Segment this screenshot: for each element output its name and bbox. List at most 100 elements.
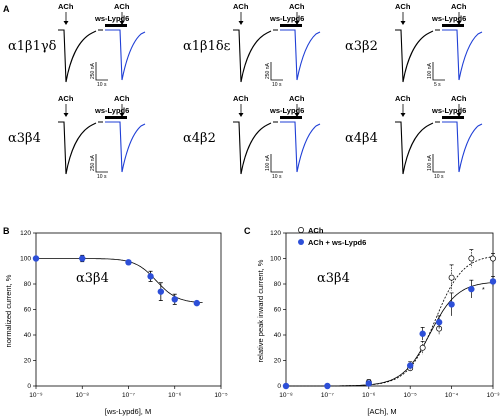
scale-current-label: 250 nA <box>90 62 96 79</box>
ach-label-1: ACh <box>58 2 74 11</box>
ach-arrowhead-1 <box>400 21 406 25</box>
chart-c-ytick-label: 60 <box>274 307 282 314</box>
chart-c-xtick-label: 10⁻⁶ <box>362 392 376 399</box>
chart-b-ylabel: normalized current, % <box>4 274 13 347</box>
ach-arrowhead-1 <box>63 113 69 117</box>
chart-c-point-lypd6 <box>324 382 331 390</box>
ach-label-2: ACh <box>114 94 130 103</box>
chart-b-xtick-label: 10⁻⁸ <box>76 392 90 399</box>
scale-current-label: 250 nA <box>90 154 96 171</box>
chart-c-point-lypd6 <box>407 362 414 369</box>
ach-label-1: ACh <box>58 94 74 103</box>
lypd6-label: ws-Lypd6 <box>94 14 129 23</box>
legend-marker-lypd6 <box>298 239 304 245</box>
chart-b-ytick-label: 40 <box>24 332 32 339</box>
scale-bar <box>432 62 445 81</box>
ach-arrowhead-1 <box>238 21 244 25</box>
scale-time-label: 10 s <box>97 174 107 180</box>
trace-control <box>395 29 434 83</box>
legend-label-lypd6: ACh + ws-Lypd6 <box>308 238 366 247</box>
chart-c-ytick-label: 80 <box>274 281 282 288</box>
scale-time-label: 5 s <box>434 82 441 88</box>
ach-label-1: ACh <box>395 2 411 11</box>
trace-lypd6 <box>442 121 483 173</box>
chart-c-point-ach <box>448 274 455 281</box>
chart-c-point-lypd6 <box>489 278 497 285</box>
trace-control <box>58 121 97 175</box>
lypd6-label: ws-Lypd6 <box>269 106 304 115</box>
subunit-label: α3β4 <box>8 131 41 146</box>
chart-b-xtick-label: 10⁻⁵ <box>214 392 228 399</box>
chart-b-fit-curve <box>36 258 203 303</box>
chart-b-ytick-label: 0 <box>27 383 31 390</box>
chart-c-xtick-label: 10⁻³ <box>487 392 500 399</box>
ach-arrowhead-2 <box>294 21 300 25</box>
ach-arrowhead-2 <box>456 21 462 25</box>
lypd6-label: ws-Lypd6 <box>94 106 129 115</box>
lypd6-label: ws-Lypd6 <box>431 106 466 115</box>
chart-b-point <box>125 259 132 266</box>
chart-c-point-ach <box>419 344 426 351</box>
scale-current-label: 100 nA <box>427 154 433 171</box>
chart-b-xtick-label: 10⁻⁶ <box>168 392 182 399</box>
chart-b-frame <box>35 232 222 387</box>
chart-c-point-lypd6 <box>435 319 443 326</box>
subunit-label: α1β1γδ <box>8 39 57 54</box>
scale-time-label: 10 s <box>97 82 107 88</box>
ach-label-2: ACh <box>289 94 305 103</box>
chart-c-point-lypd6 <box>468 285 475 293</box>
chart-c-ylabel: relative peak inward current, % <box>256 259 265 362</box>
ach-arrowhead-1 <box>238 113 244 117</box>
scale-bar <box>270 154 283 173</box>
subunit-label: α1β1δε <box>183 39 231 54</box>
chart-b: 0 20 40 60 80 100 120 10⁻⁹ 10⁻⁸ 10⁻⁷ 10⁻⁶ 10⁻⁵ α3β4… <box>4 230 228 416</box>
lypd6-bar <box>105 24 127 27</box>
trace-control <box>233 29 272 83</box>
chart-c-point-ach <box>490 255 496 262</box>
trace-control <box>233 121 272 175</box>
chart-c-point-ach <box>468 255 475 262</box>
panel-b-label: B <box>3 226 10 236</box>
lypd6-bar <box>442 116 464 119</box>
chart-c-xtick-label: 10⁻⁴ <box>445 392 459 399</box>
scale-bar <box>270 62 283 81</box>
ach-arrowhead-2 <box>119 21 125 25</box>
chart-b-point <box>193 299 201 307</box>
ach-label-1: ACh <box>395 94 411 103</box>
chart-b-ytick-label: 100 <box>20 256 31 263</box>
legend-label-ach: ACh <box>308 226 324 235</box>
lypd6-bar <box>280 116 302 119</box>
chart-b-point <box>171 296 178 303</box>
ach-arrowhead-2 <box>119 113 125 117</box>
subunit-label: α4β4 <box>345 131 378 146</box>
trace-lypd6 <box>442 29 483 81</box>
chart-c-annotation: α3β4 <box>317 271 350 286</box>
chart-b-xtick-label: 10⁻⁷ <box>122 392 136 399</box>
ach-arrowhead-1 <box>63 21 69 25</box>
ach-label-2: ACh <box>451 94 467 103</box>
ach-arrowhead-2 <box>456 113 462 117</box>
chart-c-point-lypd6 <box>365 380 372 387</box>
scale-bar <box>95 62 108 81</box>
trace-lypd6 <box>105 121 146 173</box>
chart-b-point <box>147 273 154 280</box>
scale-bar <box>95 154 108 173</box>
chart-c-xlabel: [ACh], M <box>367 407 396 416</box>
trace-control <box>58 29 97 83</box>
chart-b-ytick-label: 120 <box>20 230 31 237</box>
legend-marker-ach <box>298 227 304 233</box>
chart-c-xtick-label: 10⁻⁸ <box>279 392 293 399</box>
subunit-label: α3β2 <box>345 39 378 54</box>
trace-control <box>395 121 434 175</box>
chart-c-point-lypd6 <box>448 301 455 308</box>
ach-label-1: ACh <box>233 94 249 103</box>
chart-c-point-lypd6 <box>282 382 290 390</box>
chart-c-ytick-label: 100 <box>270 256 281 263</box>
chart-c-xtick-label: 10⁻⁵ <box>404 392 418 399</box>
chart-b-point <box>79 255 86 262</box>
lypd6-bar <box>442 24 464 27</box>
scale-time-label: 10 s <box>272 174 282 180</box>
trace-lypd6 <box>280 121 321 173</box>
chart-c-ytick-label: 40 <box>274 332 282 339</box>
